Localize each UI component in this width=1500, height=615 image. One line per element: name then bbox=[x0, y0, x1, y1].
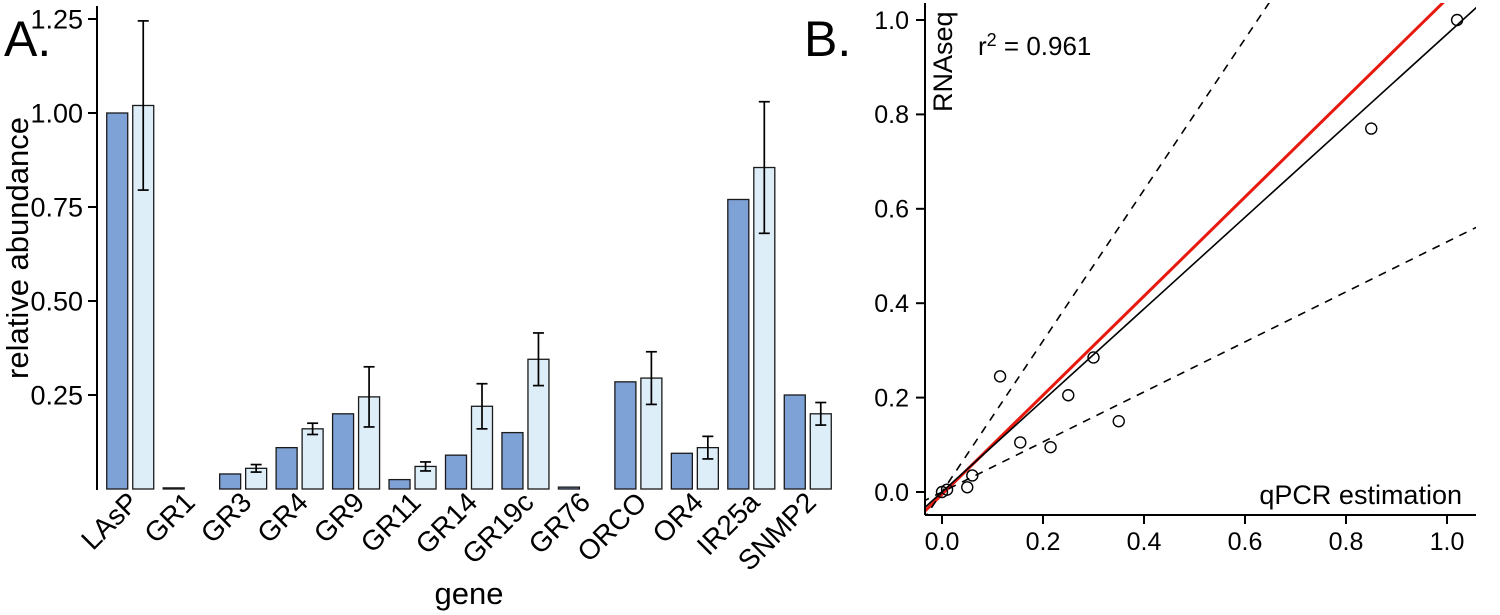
bar-dark-blue-OR4 bbox=[670, 452, 693, 490]
data-point bbox=[993, 370, 1007, 383]
bar-dark-blue-GR19c bbox=[501, 431, 524, 490]
y-axis-title: RNAseq bbox=[928, 11, 958, 112]
x-tick-label: 0.4 bbox=[1127, 528, 1162, 556]
y-tick-label: 0.8 bbox=[874, 101, 909, 129]
x-tick-label: 0.0 bbox=[925, 528, 960, 556]
bar-dark-blue-SNMP2 bbox=[783, 394, 806, 490]
data-point bbox=[1044, 440, 1057, 454]
plot-area bbox=[926, 3, 1476, 514]
y-tick-label: 0.2 bbox=[874, 384, 909, 412]
y-tick-label: 0.75 bbox=[30, 192, 83, 222]
data-point bbox=[940, 483, 954, 496]
bar-light-blue-GR4 bbox=[301, 428, 324, 490]
y-tick-label: 0.50 bbox=[30, 286, 83, 316]
x-tick-label: 0.6 bbox=[1228, 528, 1263, 556]
bar-dark-blue-IR25a bbox=[727, 198, 750, 490]
identity-line-red bbox=[926, 3, 1445, 513]
scatter-plot-panel: 0.0 0.2 0.4 0.6 0.8 1.0 0.0 0.2 0.4 0.6 0.8 1.0 RNAs… bbox=[874, 3, 1476, 556]
y-axis-title: relative abundance bbox=[0, 117, 35, 379]
data-point bbox=[1112, 415, 1125, 428]
data-point bbox=[961, 481, 974, 494]
y-tick-label: 0.0 bbox=[874, 479, 909, 507]
y-tick-label: 0.4 bbox=[874, 290, 909, 318]
bar-dark-blue-GR1 bbox=[162, 487, 185, 490]
x-tick-label-GR3: GR3 bbox=[195, 486, 258, 549]
y-tick-label: 1.0 bbox=[874, 7, 909, 35]
bar-dark-blue-GR11 bbox=[388, 478, 411, 490]
bar-dark-blue-GR76 bbox=[557, 486, 581, 490]
x-axis-title: qPCR estimation bbox=[1259, 480, 1462, 510]
y-tick-label: 0.25 bbox=[30, 380, 83, 410]
x-tick-label-GR1: GR1 bbox=[138, 486, 201, 549]
x-tick-label-GR4: GR4 bbox=[251, 486, 314, 549]
bar-dark-blue-GR9 bbox=[331, 413, 355, 490]
data-point bbox=[1062, 389, 1075, 402]
y-tick-label: 1.25 bbox=[30, 4, 83, 34]
panel-a-label: A. bbox=[4, 11, 52, 67]
lower-confidence-line bbox=[926, 226, 1476, 501]
x-tick-label: 0.8 bbox=[1329, 528, 1364, 556]
x-tick-label: 1.0 bbox=[1430, 528, 1465, 556]
data-point bbox=[1014, 436, 1027, 449]
x-axis-title: gene bbox=[435, 576, 504, 611]
r-squared-annotation: r2 = 0.961 bbox=[978, 30, 1091, 61]
panel-b-label: B. bbox=[804, 11, 852, 67]
upper-confidence-line bbox=[926, 3, 1270, 514]
data-point bbox=[1087, 351, 1100, 364]
bar-dark-blue-GR4 bbox=[275, 446, 298, 490]
bar-dark-blue-GR14 bbox=[444, 454, 468, 490]
x-tick-label-GR11: GR11 bbox=[355, 486, 427, 558]
bar-dark-blue-ORCO bbox=[614, 381, 637, 490]
data-point bbox=[1450, 13, 1464, 27]
y-tick-label: 1.00 bbox=[30, 98, 83, 128]
bar-dark-blue-LAsP bbox=[106, 112, 129, 490]
bar-chart-panel: 0.25 0.50 0.75 1.00 1.25 relative abundance ge… bbox=[0, 4, 832, 611]
x-tick-label-LAsP: LAsP bbox=[75, 486, 144, 555]
data-point bbox=[1365, 122, 1378, 135]
data-point bbox=[966, 469, 979, 482]
regression-line bbox=[926, 6, 1476, 508]
bar-dark-blue-GR3 bbox=[219, 473, 242, 490]
x-tick-label: 0.2 bbox=[1026, 528, 1061, 556]
y-tick-label: 0.6 bbox=[874, 196, 909, 224]
